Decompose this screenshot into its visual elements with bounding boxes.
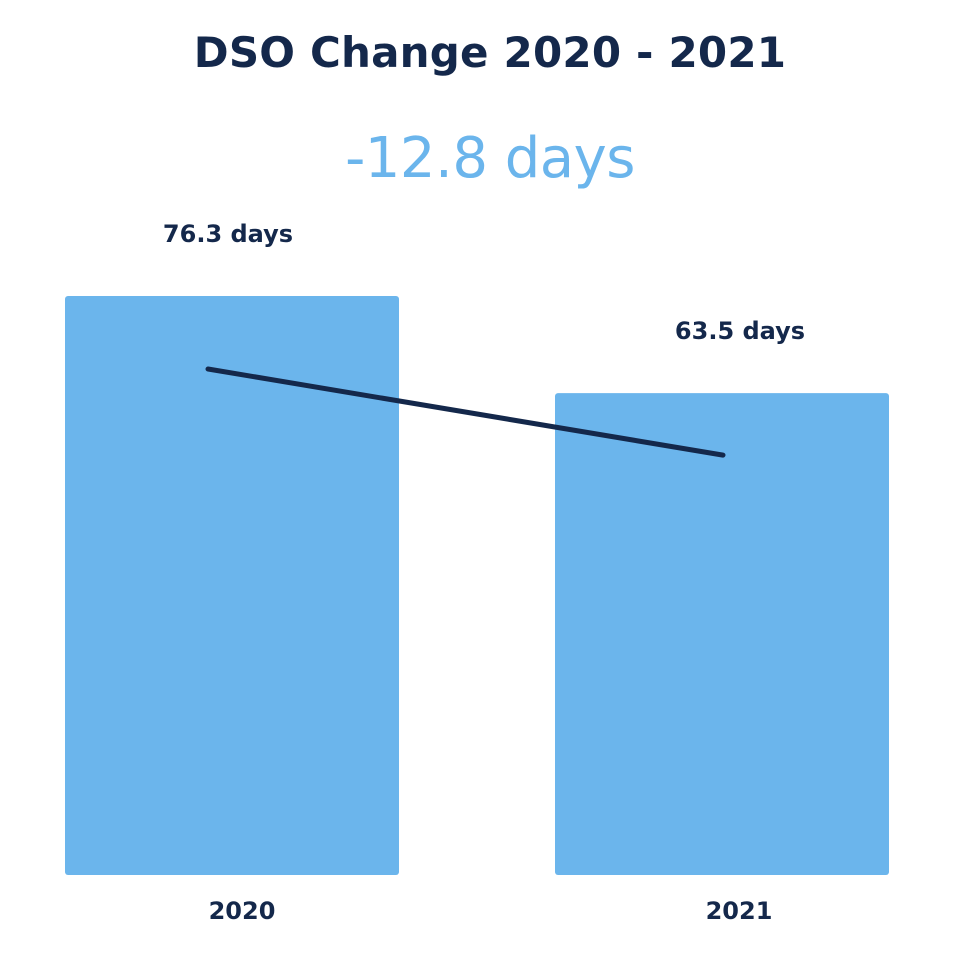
value-label-2021: 63.5 days	[675, 317, 805, 345]
bar-2020	[65, 296, 399, 875]
x-tick-label-2021: 2021	[706, 897, 773, 925]
trend-line	[205, 366, 726, 458]
chart-subtitle-change: -12.8 days	[345, 126, 635, 191]
bar-2021	[555, 393, 889, 875]
x-tick-label-2020: 2020	[209, 897, 276, 925]
value-label-2020: 76.3 days	[163, 220, 293, 248]
chart-title: DSO Change 2020 - 2021	[193, 28, 787, 77]
